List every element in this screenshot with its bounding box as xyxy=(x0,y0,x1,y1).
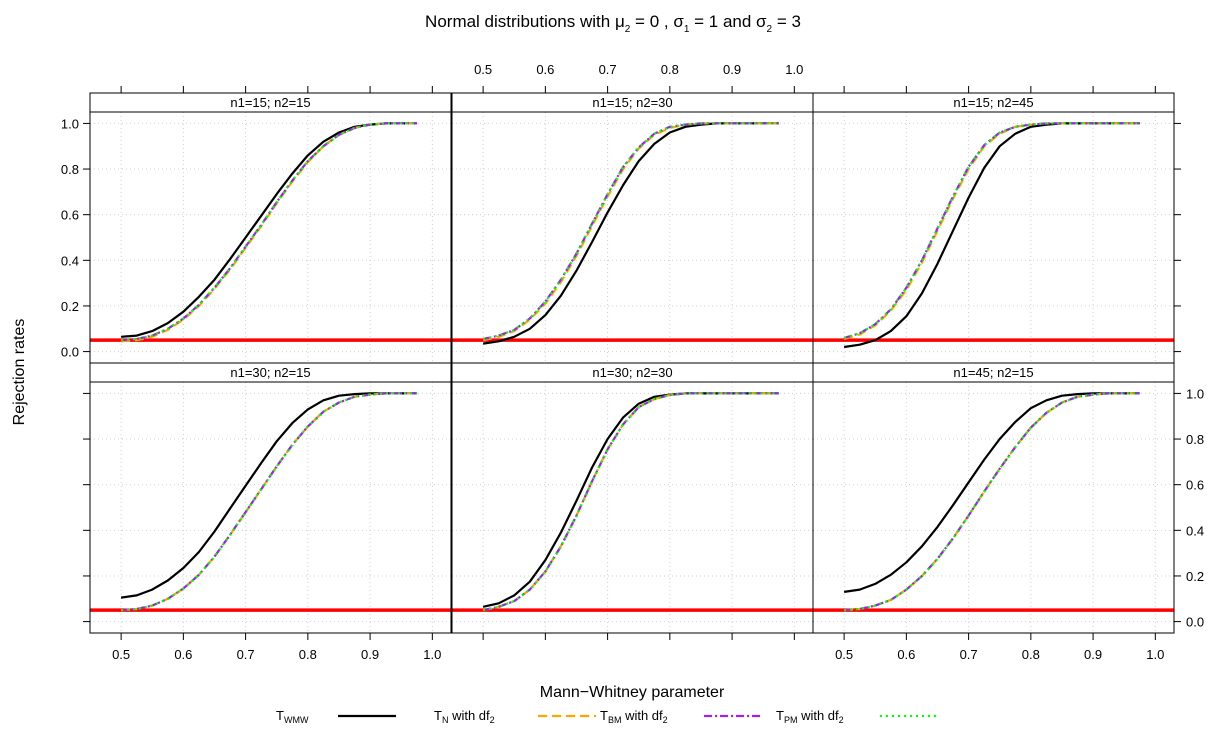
series-line-t-n xyxy=(121,122,417,343)
legend: TWMW TN with df2 TBM with df2 TPM with df2 xyxy=(276,708,938,725)
panel-border xyxy=(812,381,1175,634)
panel-strip-label: n1=15; n2=45 xyxy=(953,95,1033,110)
x-tick-label: 0.8 xyxy=(661,62,679,77)
panel: n1=30; n2=30 xyxy=(451,362,814,640)
series-line-t-bm xyxy=(121,392,417,612)
series-line-t-wmw xyxy=(843,392,1140,593)
x-tick-label: 0.5 xyxy=(835,647,853,662)
y-tick-label: 0.4 xyxy=(61,253,79,268)
chart-title: Normal distributions with μ2 = 0 , σ1 = … xyxy=(425,12,801,35)
x-tick-label: 1.0 xyxy=(423,647,441,662)
y-tick-label: 0.4 xyxy=(1186,523,1204,538)
y-tick-label: 0.6 xyxy=(61,208,79,223)
y-tick-label: 0.0 xyxy=(1186,615,1204,630)
x-tick-label: 1.0 xyxy=(785,62,803,77)
y-tick-label: 0.0 xyxy=(61,345,79,360)
panel-border xyxy=(89,381,452,634)
panel: n1=30; n2=15 0.5 0.6 0.7 0.8 0.9 1.0 xyxy=(83,362,452,662)
y-tick-label: 0.8 xyxy=(61,162,79,177)
series-line-t-pm xyxy=(843,122,1140,339)
y-tick-label: 0.8 xyxy=(1186,432,1204,447)
x-tick-label: 0.8 xyxy=(1022,647,1040,662)
y-tick-label: 0.2 xyxy=(61,299,79,314)
y-tick-label: 1.0 xyxy=(1186,386,1204,401)
x-tick-label: 0.6 xyxy=(536,62,554,77)
series-line-t-pm xyxy=(121,392,417,612)
x-tick-label: 0.7 xyxy=(237,647,255,662)
legend-item: TPM with df2 xyxy=(776,708,938,725)
series-line-t-wmw xyxy=(843,122,1140,349)
x-tick-label: 0.6 xyxy=(174,647,192,662)
panel-border xyxy=(89,111,452,364)
series-line-t-bm xyxy=(844,392,1140,612)
panel-grid: n1=15; n2=150.00.20.40.60.81.0n1=15; n2=… xyxy=(61,62,1204,662)
series-line-t-pm xyxy=(121,122,417,342)
legend-item: TBM with df2 xyxy=(600,708,762,725)
legend-item: TN with df2 xyxy=(434,708,596,725)
x-tick-label: 0.7 xyxy=(960,647,978,662)
series-line-t-wmw xyxy=(121,122,417,338)
panel: n1=15; n2=30 0.5 0.6 0.7 0.8 0.9 1.0 xyxy=(451,62,814,364)
series-line-t-n xyxy=(844,392,1140,612)
panel: n1=15; n2=45 xyxy=(812,86,1181,364)
panel-strip-label: n1=15; n2=30 xyxy=(592,95,672,110)
x-tick-label: 0.8 xyxy=(299,647,317,662)
legend-label: TPM with df2 xyxy=(776,708,844,725)
legend-item: TWMW xyxy=(276,708,396,725)
x-tick-label: 0.7 xyxy=(599,62,617,77)
panel: n1=45; n2=15 0.0 0.2 0.4 0.6 0.8 1.0 0.5 0.6 0.7 0… xyxy=(812,362,1204,662)
legend-label: TWMW xyxy=(276,708,309,725)
x-tick-label: 0.9 xyxy=(361,647,379,662)
series-line-t-bm xyxy=(482,392,779,612)
series-line-t-bm xyxy=(121,122,417,342)
x-tick-label: 0.9 xyxy=(1084,647,1102,662)
series-line-t-n xyxy=(482,392,779,612)
x-tick-label: 0.5 xyxy=(474,62,492,77)
x-tick-label: 0.6 xyxy=(897,647,915,662)
series-line-t-wmw xyxy=(482,392,779,608)
legend-label: TBM with df2 xyxy=(600,708,668,725)
panel-strip-label: n1=45; n2=15 xyxy=(953,365,1033,380)
panel: n1=15; n2=15 0.0 0.2 0.4 0.6 0.8 1.0 xyxy=(61,86,452,364)
x-axis-label: Mann−Whitney parameter xyxy=(540,684,725,701)
panel-border xyxy=(451,381,814,634)
y-tick-label: 0.6 xyxy=(1186,478,1204,493)
x-tick-label: 0.9 xyxy=(723,62,741,77)
series-line-t-pm xyxy=(844,392,1140,612)
series-line-t-n xyxy=(121,392,417,612)
panel-strip-label: n1=30; n2=15 xyxy=(230,365,310,380)
series-line-t-pm xyxy=(482,392,779,612)
legend-label: TN with df2 xyxy=(434,708,495,725)
series-line-t-pm xyxy=(482,122,779,341)
series-line-t-wmw xyxy=(120,392,417,599)
x-tick-label: 1.0 xyxy=(1146,647,1164,662)
y-tick-label: 0.2 xyxy=(1186,569,1204,584)
x-tick-label: 0.5 xyxy=(112,647,130,662)
y-tick-label: 1.0 xyxy=(61,116,79,131)
series-line-t-bm xyxy=(482,122,779,341)
panel-border xyxy=(812,111,1175,364)
panel-strip-label: n1=15; n2=15 xyxy=(230,95,310,110)
y-axis-label: Rejection rates xyxy=(11,319,28,426)
panel-border xyxy=(451,111,814,364)
panel-strip-label: n1=30; n2=30 xyxy=(592,365,672,380)
